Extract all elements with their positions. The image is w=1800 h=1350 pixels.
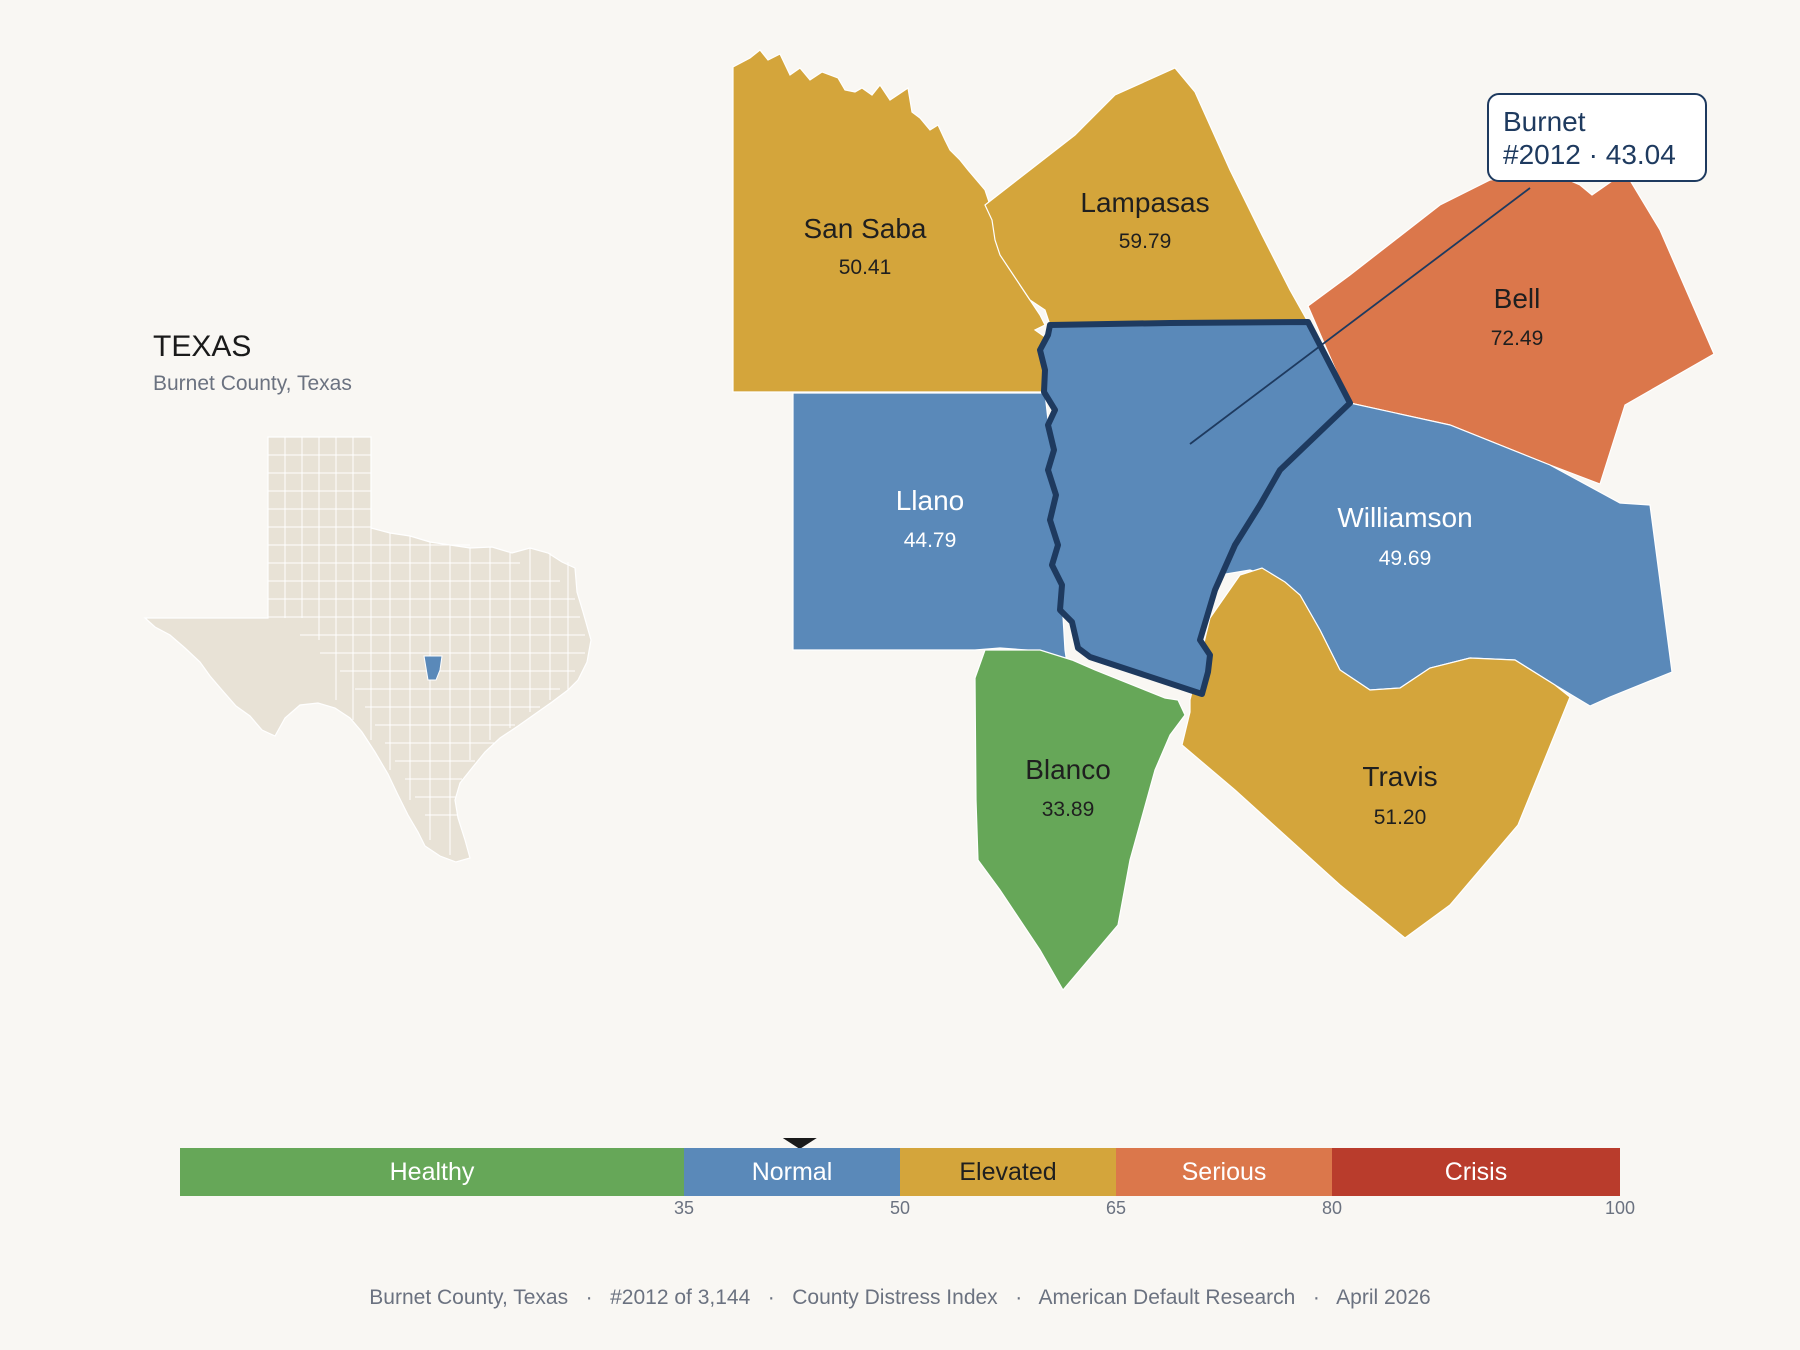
callout-leader-line [1189, 187, 1531, 445]
county-label-travis: Travis [1362, 761, 1437, 792]
county-value-williamson: 49.69 [1379, 547, 1432, 570]
footer-date: April 2026 [1336, 1286, 1431, 1309]
county-blanco[interactable] [974, 649, 1186, 992]
inset-burnet-highlight [423, 655, 443, 681]
footer-index: County Distress Index [792, 1286, 998, 1309]
texas-inset-map [143, 436, 592, 863]
scale-marker-triangle [782, 1138, 817, 1149]
county-labels: San Saba 50.41 Lampasas 59.79 Bell 72.49… [804, 187, 1544, 829]
texas-county-lines [268, 437, 585, 855]
inset-subtitle: Burnet County, Texas [153, 372, 352, 395]
county-travis[interactable] [1181, 567, 1571, 939]
footer-county: Burnet County, Texas [369, 1286, 569, 1309]
county-value-bell: 72.49 [1491, 327, 1544, 350]
texas-outline [143, 436, 592, 863]
county-label-bell: Bell [1494, 283, 1541, 314]
footer-rank: #2012 of 3,144 [610, 1286, 751, 1309]
county-value-blanco: 33.89 [1042, 798, 1095, 821]
county-value-llano: 44.79 [904, 529, 957, 552]
county-value-travis: 51.20 [1374, 806, 1427, 829]
county-label-lampasas: Lampasas [1080, 187, 1209, 218]
county-burnet[interactable] [1037, 319, 1353, 697]
burnet-callout: Burnet #2012 · 43.04 [1487, 93, 1707, 182]
footer-source: American Default Research [1038, 1286, 1296, 1309]
footer: Burnet County, Texas · #2012 of 3,144 · … [369, 1286, 1431, 1309]
callout-county-name: Burnet [1503, 106, 1586, 137]
inset-state-label: TEXAS [153, 330, 252, 363]
county-san-saba[interactable] [732, 49, 1051, 393]
callout-rank-score: #2012 · 43.04 [1503, 139, 1676, 170]
county-label-williamson: Williamson [1337, 502, 1472, 533]
county-label-llano: Llano [896, 485, 965, 516]
county-value-lampasas: 59.79 [1119, 230, 1172, 253]
county-label-san-saba: San Saba [804, 213, 927, 244]
county-value-san-saba: 50.41 [839, 256, 892, 279]
county-label-blanco: Blanco [1025, 754, 1111, 785]
